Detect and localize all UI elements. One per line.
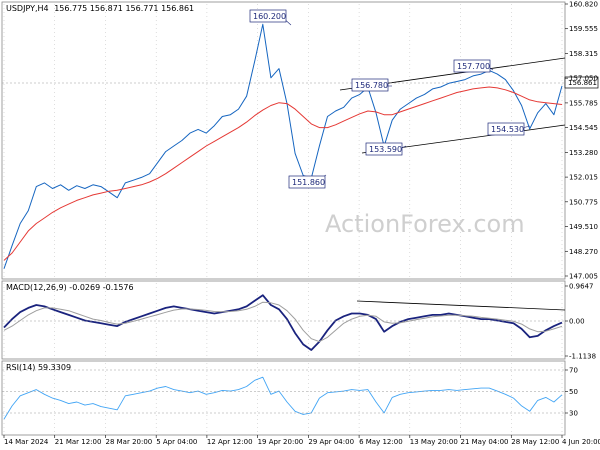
callout-label: 156.780 xyxy=(355,81,388,90)
series-line-0-1 xyxy=(3,86,563,261)
macd-series xyxy=(3,294,563,351)
price-y-tick: 152.015 xyxy=(569,174,598,182)
current-price-badge xyxy=(564,76,599,89)
callout-label: 157.700 xyxy=(457,62,490,71)
price-y-tick: 147.005 xyxy=(569,273,598,281)
series-line-1-1 xyxy=(3,301,563,343)
rsi-title: RSI(14) 59.3309 xyxy=(6,363,71,372)
macd-y-tick: -1.1138 xyxy=(569,353,596,361)
x-tick-label: 13 May 20:00 xyxy=(410,438,458,446)
x-tick-label: 29 Apr 04:00 xyxy=(308,438,354,446)
price-y-tick: 157.050 xyxy=(569,75,598,83)
macd-y-tick: 0.9647 xyxy=(569,283,594,291)
x-tick-label: 5 Apr 04:00 xyxy=(156,438,197,446)
symbol-label: USDJPY,H4 xyxy=(6,4,49,13)
series-line-0-0 xyxy=(3,23,563,269)
callout-156780: 156.780 xyxy=(351,78,392,92)
price-y-tick: 159.555 xyxy=(569,25,598,33)
x-tick-label: 21 May 04:00 xyxy=(461,438,509,446)
price-panel xyxy=(1,1,566,280)
x-tick-label: 6 May 12:00 xyxy=(359,438,403,446)
price-y-tick: 149.510 xyxy=(569,223,598,231)
callout-label: 154.530 xyxy=(491,125,524,134)
rsi-y-tick: 70 xyxy=(569,367,578,375)
callout-label: 153.590 xyxy=(369,145,402,154)
series-line-2-0 xyxy=(3,376,563,420)
price-y-tick: 155.785 xyxy=(569,99,598,107)
rsi-y-tick: 30 xyxy=(569,410,578,418)
price-y-tick: 150.775 xyxy=(569,198,598,206)
callout-157700: 157.700 xyxy=(453,59,494,73)
callout-label: 151.860 xyxy=(292,178,325,187)
x-tick-label: 12 Apr 12:00 xyxy=(207,438,253,446)
price-y-tick: 160.820 xyxy=(569,1,598,9)
callout-153590: 153.590 xyxy=(365,142,407,156)
quote-label: 156.775 156.871 156.771 156.861 xyxy=(54,4,194,13)
callout-label: 160.200 xyxy=(253,12,286,21)
x-tick-label: 28 Mar 20:00 xyxy=(106,438,153,446)
rsi-series xyxy=(3,376,563,420)
price-y-tick: 148.270 xyxy=(569,248,598,256)
x-tick-label: 19 Apr 20:00 xyxy=(258,438,304,446)
rsi-y-tick: 50 xyxy=(569,388,578,396)
price-series xyxy=(3,23,563,269)
x-tick-label: 4 Jun 20:00 xyxy=(562,438,600,446)
macd-trend-line xyxy=(356,300,566,311)
current-price-label: 156.861 xyxy=(568,79,597,87)
price-y-tick: 154.545 xyxy=(569,124,598,132)
x-axis-ticks: 14 Mar 2024 21 Mar 12:00 28 Mar 20:00 5 Apr… xyxy=(3,435,600,446)
y-axis-ticks: 160.820 159.555 158.315 157.050 155.785 154.5… xyxy=(2,1,598,418)
price-title: USDJPY,H4 156.775 156.871 156.771 156.86… xyxy=(6,4,194,13)
price-y-tick: 153.280 xyxy=(569,149,598,157)
watermark: ActionForex.com xyxy=(325,210,525,238)
callout-151860: 151.860 xyxy=(288,174,327,189)
x-tick-label: 21 Mar 12:00 xyxy=(55,438,102,446)
grid-lines xyxy=(3,4,563,433)
x-tick-label: 28 May 12:00 xyxy=(511,438,559,446)
callout-154530: 154.530 xyxy=(487,122,531,136)
macd-title: MACD(12,26,9) -0.0269 -0.1576 xyxy=(6,283,134,292)
macd-y-tick: 0.00 xyxy=(569,318,585,326)
x-tick-label: 14 Mar 2024 xyxy=(4,438,49,446)
callout-160200: 160.200 xyxy=(249,9,292,26)
series-line-1-0 xyxy=(3,294,563,351)
rsi-panel xyxy=(1,360,566,436)
price-y-tick: 158.315 xyxy=(569,50,598,58)
